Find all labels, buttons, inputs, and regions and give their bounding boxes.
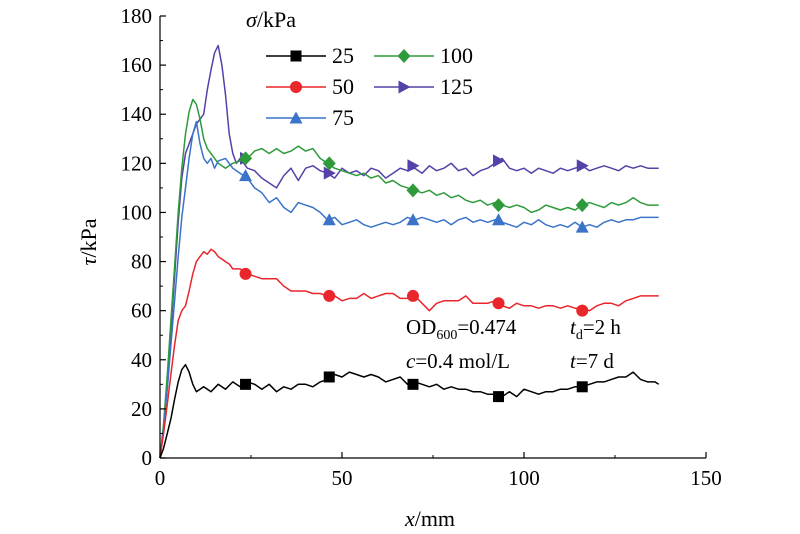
data-marker-100 (239, 151, 253, 166)
x-tick-label: 50 (332, 466, 353, 490)
y-tick-label: 160 (121, 53, 153, 77)
y-tick-label: 60 (131, 299, 152, 323)
data-marker-100 (575, 198, 589, 213)
x-axis-label: x/mm (404, 506, 455, 531)
legend-marker-50 (290, 81, 302, 93)
y-tick-label: 40 (131, 348, 152, 372)
y-tick-label: 0 (142, 446, 153, 470)
series-line-75 (159, 120, 659, 459)
data-marker-75 (575, 220, 589, 233)
y-tick-label: 20 (131, 397, 152, 421)
data-marker-100 (492, 198, 506, 213)
data-marker-50 (492, 297, 505, 310)
series-line-125 (159, 44, 659, 459)
x-tick-label: 150 (690, 466, 722, 490)
y-axis-label: τ/kPa (76, 218, 101, 265)
legend-item-50: 50 (266, 74, 354, 99)
series-layer (159, 44, 660, 459)
x-tick-label: 0 (155, 466, 166, 490)
data-marker-100 (322, 156, 336, 171)
series-25 (159, 363, 660, 459)
data-marker-100 (406, 183, 420, 198)
data-marker-50 (576, 304, 589, 317)
data-marker-125 (407, 159, 420, 173)
data-marker-125 (493, 154, 506, 168)
legend-marker-125 (398, 80, 411, 94)
data-marker-75 (492, 213, 506, 226)
series-line-25 (159, 363, 660, 459)
data-marker-75 (406, 213, 420, 226)
data-marker-125 (323, 166, 336, 180)
axes: 0 20 40 60 80 100 120 140 160 180 0 50 100 150 (121, 4, 722, 490)
legend-item-125: 125 (374, 74, 473, 99)
data-marker-25 (407, 378, 419, 390)
legend-marker-75 (289, 111, 303, 124)
legend-label-75: 75 (332, 105, 354, 130)
legend: σ/kPa 25 50 75 100 125 (246, 7, 473, 130)
series-line-100 (159, 98, 659, 459)
data-marker-50 (323, 289, 336, 302)
y-tick-label: 80 (131, 250, 152, 274)
condition-annotations: OD600=0.474 td=2 h c=0.4 mol/L t=7 d (406, 315, 621, 373)
legend-label-125: 125 (440, 74, 473, 99)
legend-item-100: 100 (374, 43, 473, 68)
legend-item-25: 25 (266, 43, 354, 68)
legend-items: 25 50 75 100 125 (266, 43, 473, 130)
legend-marker-25 (290, 50, 302, 62)
data-marker-25 (576, 381, 588, 393)
y-tick-label: 120 (121, 151, 153, 175)
y-tick-label: 140 (121, 102, 153, 126)
series-125 (159, 44, 659, 459)
annotation-concentration: c=0.4 mol/L (406, 349, 510, 373)
data-marker-75 (239, 169, 253, 182)
y-tick-label: 100 (121, 200, 153, 224)
data-marker-25 (493, 391, 505, 403)
data-marker-125 (576, 159, 589, 173)
data-marker-25 (240, 378, 252, 390)
legend-title: σ/kPa (246, 7, 296, 32)
x-tick-label: 100 (508, 466, 540, 490)
y-tick-label: 180 (121, 4, 153, 28)
data-marker-25 (323, 371, 335, 383)
annotation-od600: OD600=0.474 (406, 315, 517, 343)
series-75 (159, 120, 659, 459)
series-50 (159, 248, 659, 459)
legend-label-25: 25 (332, 43, 354, 68)
legend-label-100: 100 (440, 43, 473, 68)
annotation-time: t=7 d (570, 349, 614, 373)
data-marker-50 (239, 267, 252, 280)
legend-marker-100 (397, 49, 411, 63)
data-marker-50 (406, 289, 419, 302)
data-marker-75 (322, 213, 336, 226)
series-line-50 (159, 248, 659, 459)
annotation-td: td=2 h (570, 315, 621, 343)
legend-item-75: 75 (266, 105, 354, 130)
series-100 (159, 98, 659, 459)
legend-label-50: 50 (332, 74, 354, 99)
